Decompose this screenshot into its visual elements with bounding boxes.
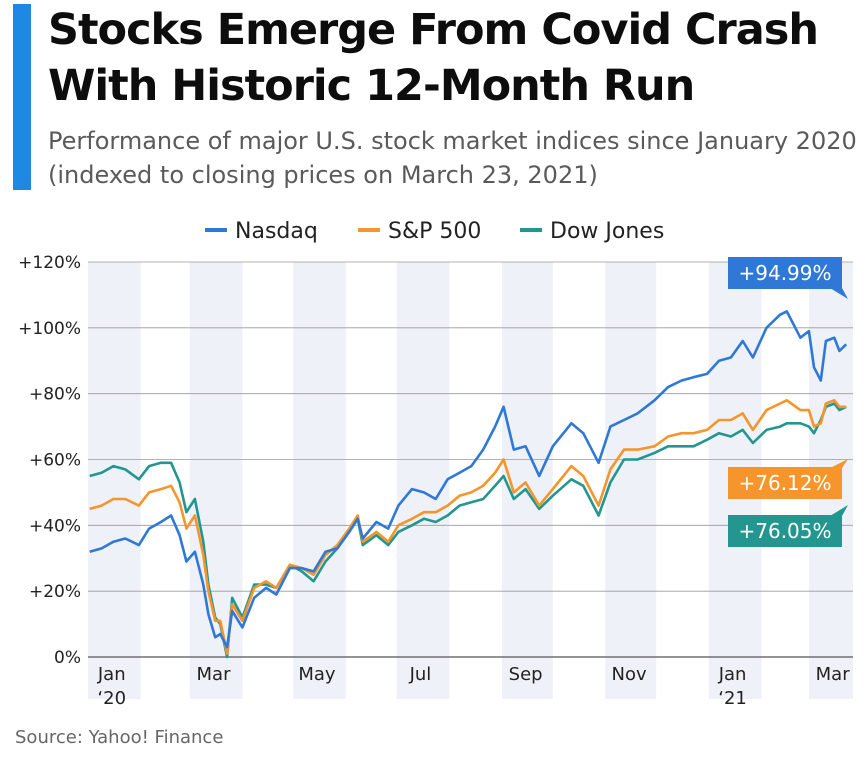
month-band-2 — [293, 262, 346, 699]
end-label-s-p-500: +76.12% — [738, 471, 831, 495]
legend-label: Nasdaq — [235, 219, 318, 244]
x-tick-sublabel: ‘20 — [97, 688, 126, 709]
chart-title: Stocks Emerge From Covid Crash With Hist… — [48, 5, 819, 111]
gridlines — [88, 261, 853, 658]
y-axis-ticks: 0% +20% +40% +60% +80% +100% +120% — [18, 253, 81, 668]
end-label-pointer — [830, 459, 848, 468]
x-tick-label: Nov — [612, 664, 647, 685]
x-tick-label: Jan — [97, 664, 126, 685]
end-label-nasdaq: +94.99% — [738, 261, 831, 285]
series-lines — [89, 310, 848, 659]
month-band-3 — [396, 262, 450, 699]
x-tick-label: Mar — [197, 664, 232, 685]
accent-bar — [13, 4, 31, 190]
legend: Nasdaq S&P 500 Dow Jones — [205, 219, 664, 244]
end-label-pointer — [830, 505, 848, 516]
x-tick-label: Mar — [816, 664, 851, 685]
x-tick-label: Jul — [409, 664, 432, 685]
y-tick-label: +60% — [29, 451, 81, 471]
y-tick-label: +40% — [29, 516, 81, 536]
legend-label: S&P 500 — [388, 219, 481, 244]
chart-subtitle: Performance of major U.S. stock market i… — [48, 127, 857, 189]
legend-label: Dow Jones — [550, 219, 664, 244]
x-axis-ticks: Jan ‘20 Mar May Jul Sep Nov Jan ‘21 Mar — [97, 664, 850, 709]
month-band-1 — [189, 262, 243, 699]
x-tick-sublabel: ‘21 — [718, 688, 747, 709]
end-label-pointer — [830, 288, 848, 299]
end-label-dow-jones: +76.05% — [738, 519, 831, 543]
series-line-nasdaq — [89, 310, 848, 649]
month-band-0 — [88, 262, 141, 699]
y-tick-label: 0% — [54, 648, 81, 668]
month-band-5 — [605, 262, 657, 699]
y-tick-label: +20% — [29, 582, 81, 602]
x-tick-label: Sep — [509, 664, 543, 685]
series-line-s-p-500 — [89, 399, 847, 655]
line-chart: 0% +20% +40% +60% +80% +100% +120% Jan ‘20 Mar Ma… — [18, 219, 853, 709]
y-tick-label: +80% — [29, 385, 81, 405]
y-tick-label: +100% — [18, 319, 81, 339]
end-label-box — [728, 467, 842, 499]
end-labels: +94.99% +76.12% +76.05% — [728, 257, 848, 547]
x-tick-label: Jan — [718, 664, 747, 685]
source-note: Source: Yahoo! Finance — [15, 727, 224, 748]
y-tick-label: +120% — [18, 253, 81, 273]
end-label-box — [728, 257, 842, 289]
x-tick-label: May — [298, 664, 336, 685]
end-label-box — [728, 515, 842, 547]
